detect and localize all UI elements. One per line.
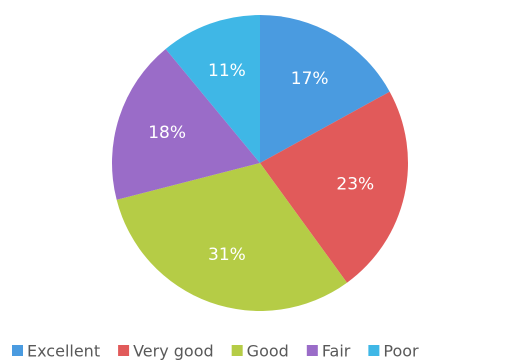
pie-slice-fair: [111, 48, 261, 200]
pie-slice-excellent: [260, 15, 390, 163]
legend-item-good: Good: [231, 342, 289, 361]
legend-swatch: [368, 345, 380, 356]
data-label-poor: 11%: [208, 61, 246, 81]
legend-swatch: [306, 345, 318, 356]
legend-label: Fair: [322, 342, 351, 361]
pie-slice-good: [116, 163, 347, 311]
legend-item-poor: Poor: [368, 342, 419, 361]
legend: Excellent Very good Good Fair Poor: [12, 342, 419, 361]
pie-slice-poor: [165, 14, 260, 163]
data-label-good: 31%: [208, 245, 246, 265]
pie-slices: [111, 14, 408, 311]
pie-slice-very-good: [260, 91, 408, 283]
data-label-excellent: 17%: [291, 69, 329, 89]
data-label-fair: 18%: [148, 123, 186, 143]
legend-label: Excellent: [27, 342, 100, 361]
slice-labels: 17% 23% 31% 18% 11%: [148, 61, 374, 265]
data-label-very-good: 23%: [336, 174, 374, 194]
legend-label: Poor: [383, 342, 419, 361]
legend-swatch: [12, 345, 23, 356]
legend-swatch: [231, 345, 243, 356]
legend-label: Good: [247, 342, 289, 361]
legend-item-very-good: Very good: [118, 342, 214, 361]
legend-item-fair: Fair: [306, 342, 351, 361]
legend-label: Very good: [133, 342, 214, 361]
legend-item-excellent: Excellent: [12, 342, 100, 361]
legend-swatch: [118, 345, 130, 356]
